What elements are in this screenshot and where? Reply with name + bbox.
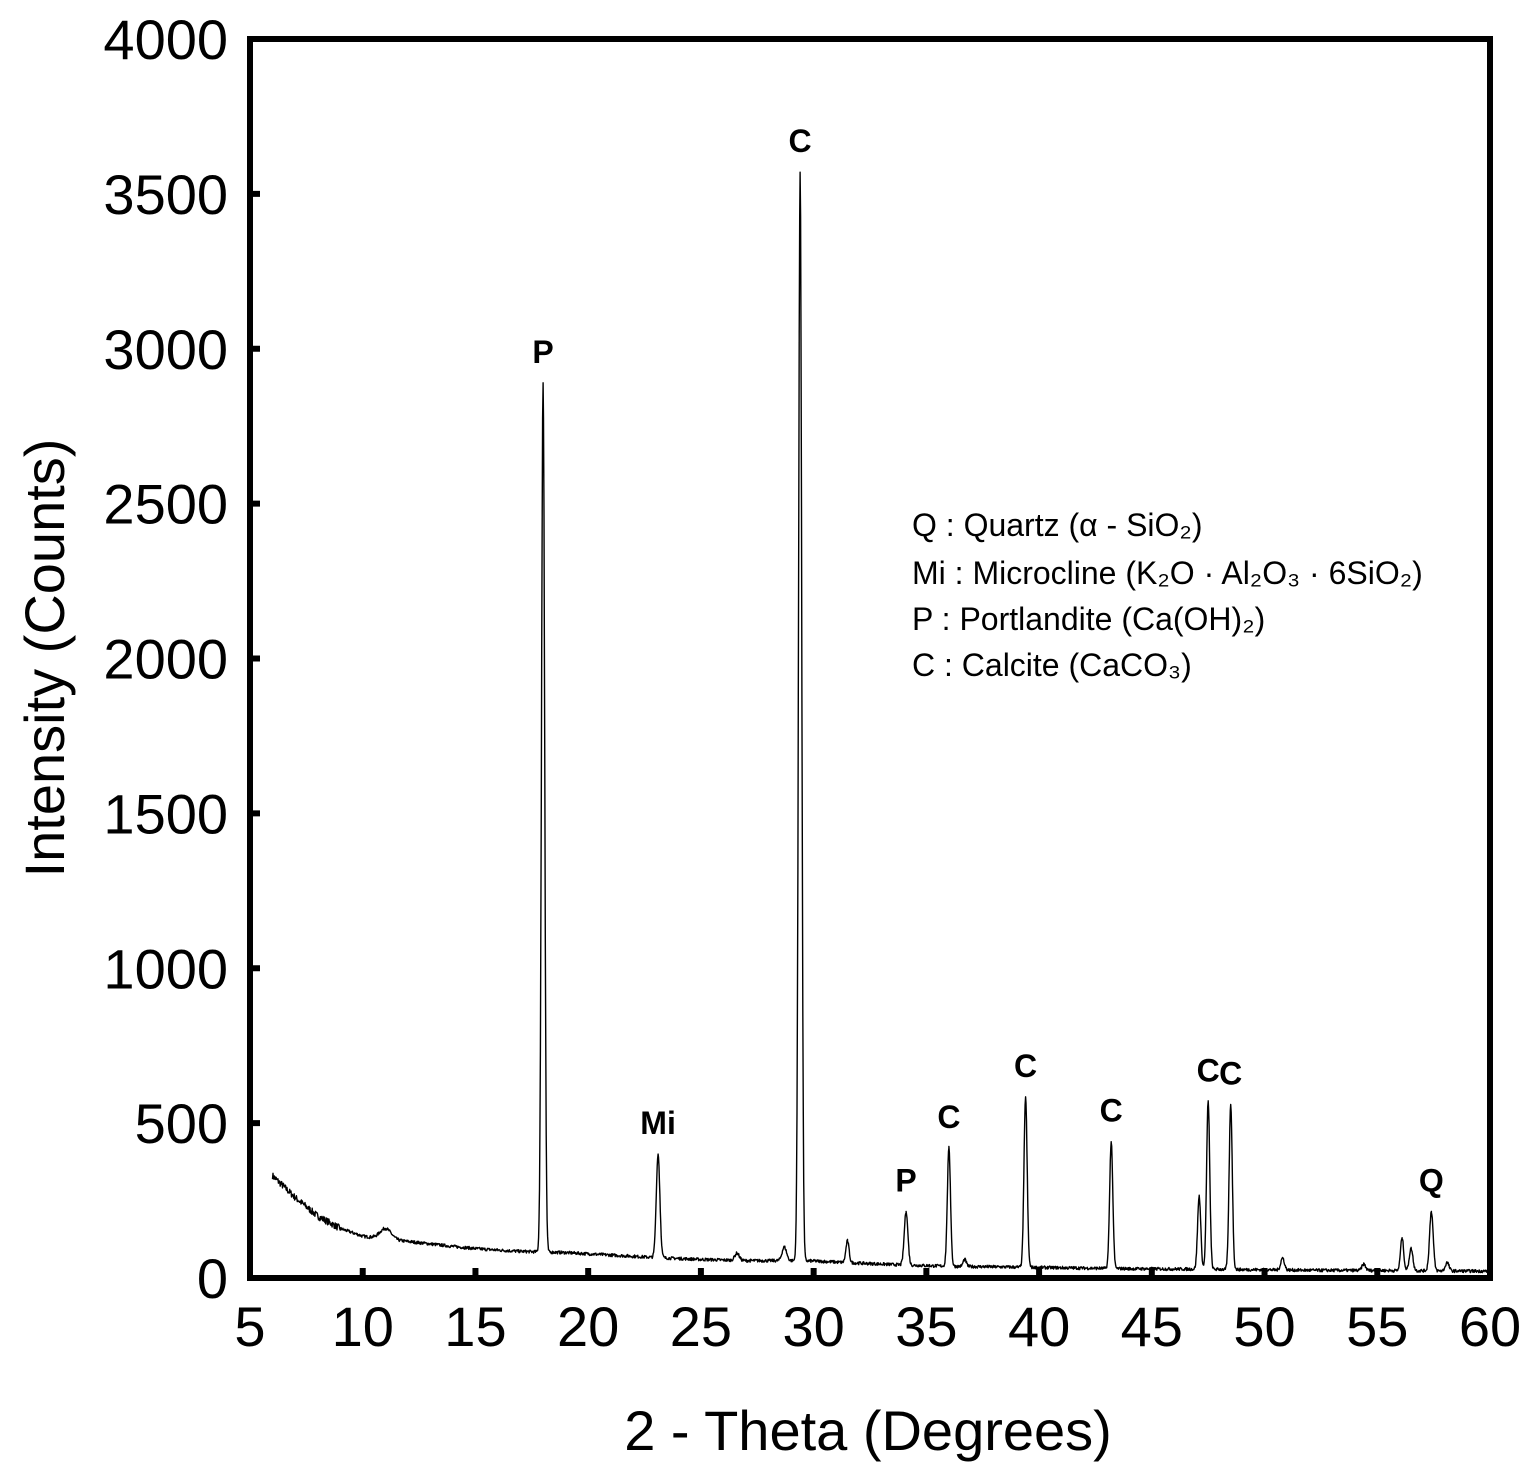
x-tick-label: 5 <box>234 1295 265 1358</box>
x-tick-label: 50 <box>1233 1295 1295 1358</box>
x-tick-label: 60 <box>1459 1295 1521 1358</box>
y-tick-label: 0 <box>197 1247 228 1310</box>
peak-label-c: C <box>1197 1052 1220 1088</box>
peak-label-p: P <box>532 334 553 370</box>
x-tick-label: 10 <box>332 1295 394 1358</box>
x-tick-label: 15 <box>444 1295 506 1358</box>
peak-label-c: C <box>1100 1093 1123 1129</box>
y-axis-title: Intensity (Counts) <box>13 439 76 878</box>
plot-frame <box>247 36 1493 1281</box>
x-tick-label: 20 <box>557 1295 619 1358</box>
y-tick-label: 3500 <box>103 163 228 226</box>
x-axis-title: 2 - Theta (Degrees) <box>624 1399 1112 1462</box>
y-tick-label: 500 <box>135 1092 228 1155</box>
y-tick-label: 2500 <box>103 473 228 536</box>
y-tick-label: 1000 <box>103 937 228 1000</box>
xrd-pattern-line <box>271 171 1491 1274</box>
legend-entry-calcite: C : Calcite (CaCO₃) <box>912 647 1192 683</box>
legend: Q : Quartz (α - SiO₂) Mi : Microcline (K… <box>912 507 1423 683</box>
legend-entry-microcline: Mi : Microcline (K₂O · Al₂O₃ · 6SiO₂) <box>912 555 1423 591</box>
x-tick-label: 35 <box>895 1295 957 1358</box>
y-tick-label: 2000 <box>103 628 228 691</box>
peak-label-q: Q <box>1419 1162 1444 1198</box>
peak-label-mi: Mi <box>640 1105 676 1141</box>
y-tick-label: 1500 <box>103 782 228 845</box>
x-tick-label: 55 <box>1346 1295 1408 1358</box>
x-tick-label: 25 <box>670 1295 732 1358</box>
y-tick-label: 3000 <box>103 318 228 381</box>
legend-entry-quartz: Q : Quartz (α - SiO₂) <box>912 507 1203 543</box>
peak-label-c: C <box>937 1099 960 1135</box>
x-tick-label: 30 <box>782 1295 844 1358</box>
x-tick-label: 40 <box>1008 1295 1070 1358</box>
x-tick-label: 45 <box>1121 1295 1183 1358</box>
y-tick-label: 4000 <box>103 8 228 71</box>
peak-label-c: C <box>1219 1056 1242 1092</box>
legend-entry-portlandite: P : Portlandite (Ca(OH)₂) <box>912 601 1265 637</box>
tick-labels: 5 10 15 20 25 30 35 40 45 50 55 60 0 500 1000 1500 2000 2… <box>103 8 1521 1358</box>
peak-label-p: P <box>895 1162 916 1198</box>
peak-label-c: C <box>1014 1048 1037 1084</box>
peak-label-c: C <box>789 123 812 159</box>
